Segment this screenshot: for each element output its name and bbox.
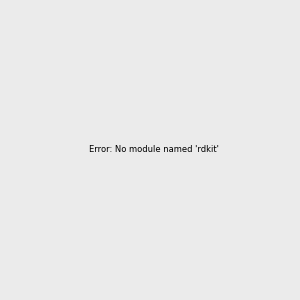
Text: Error: No module named 'rdkit': Error: No module named 'rdkit' (89, 145, 219, 154)
